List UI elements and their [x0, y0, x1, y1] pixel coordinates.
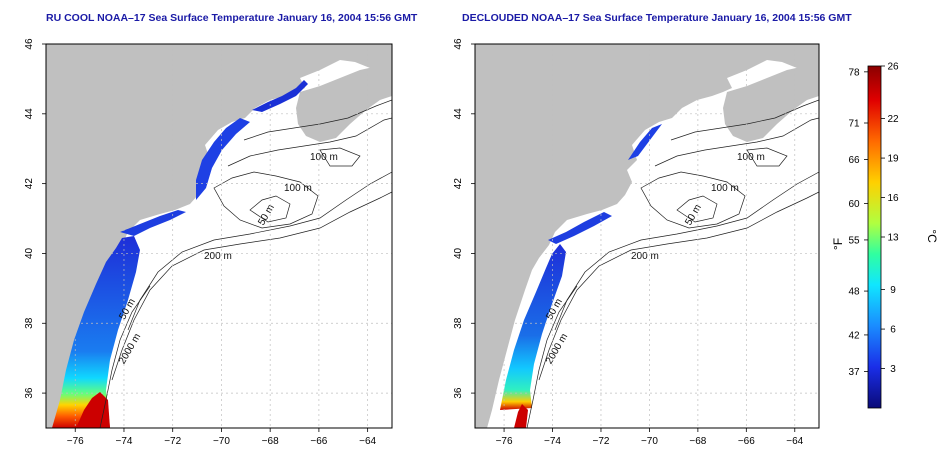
x-tick-label: −68 [262, 436, 279, 447]
fahrenheit-tick-label: 48 [848, 287, 860, 298]
x-tick-label: −76 [67, 436, 84, 447]
fahrenheit-unit-label: °F [831, 238, 845, 250]
y-tick-label: 40 [24, 247, 35, 259]
y-tick-label: 36 [453, 387, 464, 399]
x-tick-label: −74 [544, 436, 561, 447]
left-panel-title: RU COOL NOAA–17 Sea Surface Temperature … [46, 12, 418, 24]
y-tick-label: 42 [24, 178, 35, 190]
y-tick-label: 44 [24, 108, 35, 120]
x-tick-label: −66 [738, 436, 755, 447]
fahrenheit-tick-label: 42 [848, 330, 860, 341]
fahrenheit-tick-label: 66 [848, 155, 860, 166]
fahrenheit-tick-label: 60 [848, 199, 860, 210]
right-map-panel: 100 m 100 m 50 m 200 m 50 m 2000 m −76 −7… [453, 38, 820, 447]
x-tick-label: −76 [496, 436, 513, 447]
x-tick-label: −70 [641, 436, 658, 447]
y-tick-label: 38 [453, 317, 464, 329]
celsius-tick-label: 22 [887, 114, 899, 125]
right-sst-coastal-band [500, 244, 566, 410]
left-land-mass [46, 44, 392, 428]
right-contour-label-100m-mid: 100 m [711, 183, 739, 194]
x-tick-label: −72 [164, 436, 181, 447]
x-tick-label: −66 [310, 436, 327, 447]
celsius-tick-label: 26 [887, 62, 899, 73]
x-tick-label: −72 [592, 436, 609, 447]
y-tick-label: 44 [453, 108, 464, 120]
celsius-unit-label: °C [925, 229, 939, 243]
left-nova-scotia [296, 66, 392, 142]
y-tick-label: 46 [453, 38, 464, 50]
x-tick-label: −64 [786, 436, 803, 447]
fahrenheit-tick-label: 55 [848, 235, 860, 246]
x-tick-label: −64 [359, 436, 376, 447]
colorbar-gradient [867, 65, 882, 409]
celsius-tick-label: 6 [890, 325, 896, 336]
celsius-tick-label: 3 [890, 364, 896, 375]
left-map-panel: 100 m 100 m 50 m 200 m 50 m 2000 m −76 −7… [24, 38, 393, 447]
right-panel-title: DECLOUDED NOAA–17 Sea Surface Temperatur… [462, 12, 852, 24]
fahrenheit-tick-label: 37 [848, 367, 860, 378]
celsius-tick-label: 9 [890, 285, 896, 296]
x-tick-label: −68 [689, 436, 706, 447]
fahrenheit-tick-label: 78 [848, 67, 860, 78]
right-contour-label-100m-north: 100 m [737, 152, 765, 163]
right-contour-label-200m: 200 m [631, 251, 659, 262]
y-tick-label: 42 [453, 178, 464, 190]
celsius-tick-label: 19 [887, 154, 899, 165]
left-contour-label-100m-north: 100 m [310, 152, 338, 163]
left-contour-label-100m-mid: 100 m [284, 183, 312, 194]
y-tick-label: 36 [24, 387, 35, 399]
x-tick-label: −74 [115, 436, 132, 447]
right-land-mass [475, 44, 819, 428]
temperature-colorbar: 78 71 66 60 55 48 42 37 26 22 19 16 13 9 6 3 °F °C [831, 62, 939, 409]
left-sst-coastal-band [52, 236, 140, 428]
y-tick-label: 38 [24, 317, 35, 329]
fahrenheit-tick-label: 71 [848, 119, 860, 130]
celsius-tick-label: 16 [887, 193, 899, 204]
y-tick-label: 40 [453, 247, 464, 259]
left-contour-label-200m: 200 m [204, 251, 232, 262]
celsius-tick-label: 13 [887, 233, 899, 244]
y-tick-label: 46 [24, 38, 35, 50]
x-tick-label: −70 [213, 436, 230, 447]
